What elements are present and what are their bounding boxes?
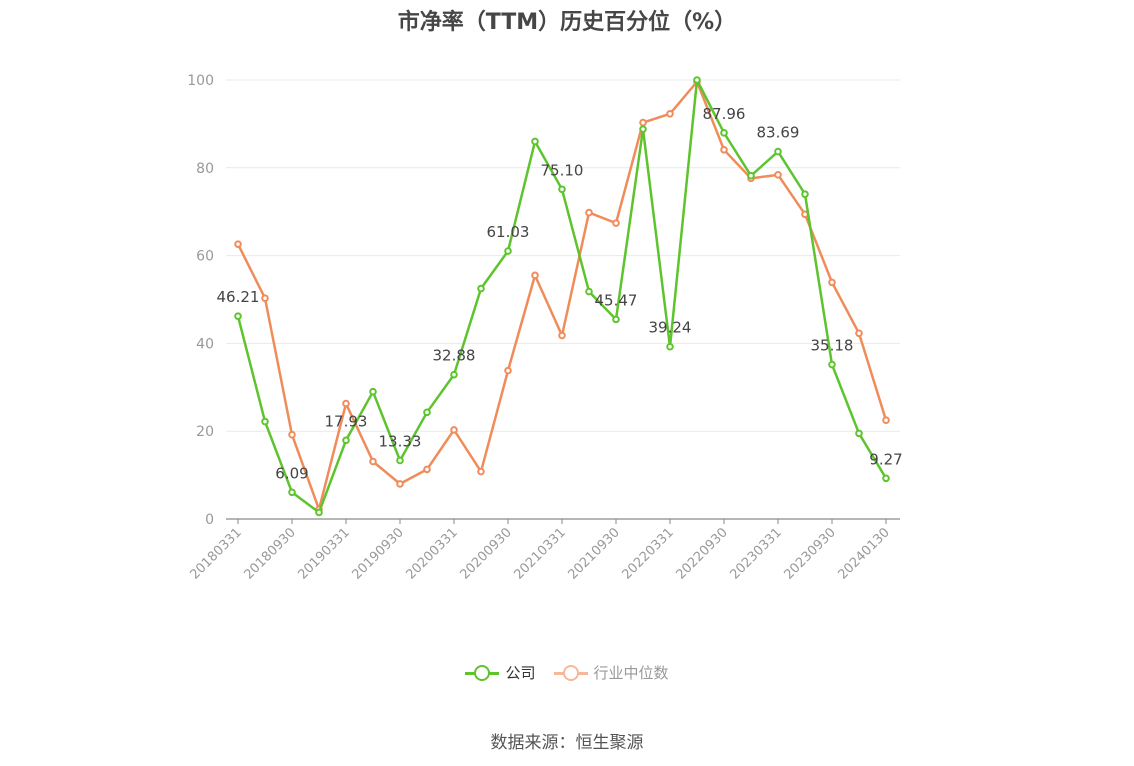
data-point-industry [639, 118, 647, 127]
data-point-company [396, 456, 404, 465]
data-point-company [261, 417, 269, 426]
x-tick-label: 20190930 [349, 525, 406, 582]
y-tick-label: 40 [196, 336, 214, 352]
data-label: 6.09 [275, 464, 308, 482]
data-point-industry [855, 329, 863, 338]
data-label: 75.10 [541, 161, 584, 179]
data-point-company [558, 185, 566, 194]
legend-label-company: 公司 [505, 664, 536, 682]
data-point-company [477, 284, 485, 293]
data-point-industry [504, 366, 512, 375]
data-point-industry [558, 331, 566, 340]
data-point-industry [720, 146, 728, 154]
data-point-company [747, 171, 755, 180]
y-tick-label: 0 [205, 512, 214, 528]
x-tick-label: 20220331 [619, 525, 676, 582]
legend-label-industry: 行业中位数 [593, 664, 669, 682]
x-tick-label: 20180331 [187, 525, 244, 582]
data-point-industry [423, 465, 431, 474]
data-point-company [423, 408, 431, 417]
legend: 公司 行业中位数 [0, 662, 1134, 683]
data-point-industry [612, 219, 620, 227]
data-point-industry [666, 110, 674, 118]
data-point-company [639, 125, 647, 133]
data-label: 45.47 [595, 291, 638, 309]
data-label: 83.69 [757, 124, 800, 142]
chart-title: 市净率（TTM）历史百分位（%） [397, 10, 737, 35]
data-label: 46.21 [217, 288, 260, 306]
data-point-industry [234, 240, 242, 248]
x-tick-label: 20200930 [457, 525, 514, 582]
data-point-company [720, 129, 728, 137]
data-point-company [882, 474, 890, 483]
x-tick-label: 20210331 [511, 525, 568, 582]
data-label: 35.18 [811, 337, 854, 355]
y-tick-label: 60 [196, 249, 214, 265]
data-label: 87.96 [703, 105, 746, 123]
y-tick-label: 20 [196, 424, 214, 440]
data-point-industry [288, 430, 296, 439]
data-point-company [315, 508, 323, 517]
x-tick-label: 20190331 [295, 525, 352, 582]
x-tick-label: 20240130 [835, 525, 892, 582]
legend-swatch-industry [553, 664, 588, 681]
data-point-industry [369, 457, 377, 466]
data-point-company [855, 429, 863, 438]
data-label: 61.03 [487, 223, 530, 241]
data-point-company [234, 312, 242, 320]
data-point-company [801, 190, 809, 198]
data-point-industry [450, 426, 458, 434]
data-point-company [450, 370, 458, 379]
series-line-industry [236, 80, 888, 511]
data-point-industry [342, 399, 350, 408]
data-point-company [585, 287, 593, 296]
data-point-company [828, 360, 836, 369]
data-point-industry [828, 278, 836, 287]
data-point-industry [774, 171, 782, 179]
x-tick-label: 20230930 [781, 525, 838, 582]
legend-swatch-company [465, 664, 500, 681]
x-tick-label: 20220930 [673, 525, 730, 582]
data-point-company [774, 147, 782, 156]
x-tick-label: 20200331 [403, 525, 460, 582]
data-label: 39.24 [649, 319, 692, 337]
data-point-company [693, 76, 701, 84]
data-label: 13.33 [379, 432, 422, 450]
data-point-industry [585, 208, 593, 217]
y-tick-label: 80 [196, 161, 214, 177]
x-tick-label: 20180930 [241, 525, 298, 582]
x-tick-label: 20230331 [727, 525, 784, 582]
data-point-company [504, 247, 512, 255]
data-point-company [288, 488, 296, 497]
x-tick-label: 20210930 [565, 525, 622, 582]
legend-item-company[interactable]: 公司 [465, 662, 536, 683]
data-label: 32.88 [433, 347, 476, 365]
data-point-company [342, 436, 350, 445]
data-point-company [369, 387, 377, 396]
data-point-industry [261, 294, 269, 302]
data-point-industry [882, 416, 890, 425]
data-point-company [612, 315, 620, 324]
data-label: 17.93 [325, 412, 368, 430]
series-layer [234, 76, 890, 517]
data-label-layer: 46.21 6.09 17.93 13.33 32.88 61.03 75.10 45.47 3… [217, 105, 903, 482]
data-point-industry [396, 480, 404, 488]
data-point-company [531, 137, 539, 146]
axis-layer: 0 20 40 60 80 100 2018033120180930201903312019… [187, 73, 900, 583]
legend-item-industry[interactable]: 行业中位数 [553, 662, 669, 683]
data-point-industry [531, 271, 539, 280]
data-label: 9.27 [869, 450, 902, 468]
line-chart: 0 20 40 60 80 100 2018033120180930201903312019… [187, 73, 903, 583]
y-tick-label: 100 [187, 73, 214, 89]
data-point-company [666, 342, 674, 351]
data-source: 数据来源：恒生聚源 [490, 733, 644, 753]
data-point-industry [477, 467, 485, 476]
